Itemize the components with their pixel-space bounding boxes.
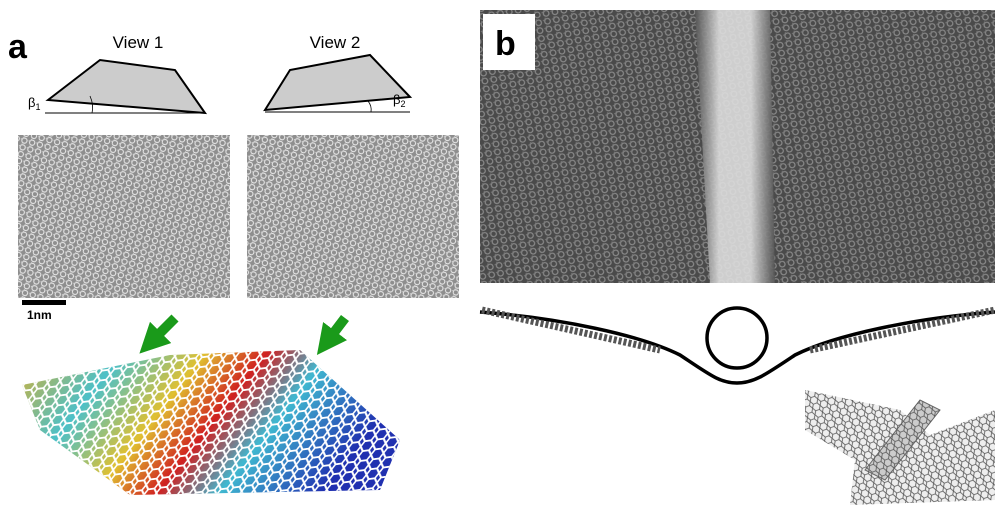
- angle-sub: 2: [400, 99, 405, 109]
- angle-symbol: β: [393, 92, 400, 107]
- micrograph: [247, 135, 459, 298]
- nanotube-model: [805, 390, 995, 505]
- reconstruction-mesh: [22, 350, 400, 495]
- figure: a View 1 View 2 β1 β2 1nm b: [0, 0, 995, 508]
- atom-markers: [482, 310, 995, 350]
- micrograph: [480, 10, 995, 283]
- nanotube-section: [707, 308, 767, 368]
- arrow: [150, 318, 175, 343]
- angle-sub: 1: [35, 102, 40, 112]
- view-title: View 1: [113, 33, 164, 52]
- panel-label: b: [495, 25, 516, 63]
- micrograph: [18, 135, 230, 298]
- view-title: View 2: [310, 33, 361, 52]
- sheet-profile: [480, 312, 995, 383]
- trapezoid: [265, 55, 410, 110]
- scale-label: 1nm: [27, 308, 52, 322]
- trapezoid: [48, 60, 205, 113]
- angle-symbol: β: [28, 95, 35, 110]
- arrow: [326, 318, 345, 343]
- angle-label: β1: [28, 95, 41, 112]
- panel-label: a: [8, 28, 28, 66]
- scale-bar: [22, 300, 66, 305]
- angle-arc: [368, 101, 371, 112]
